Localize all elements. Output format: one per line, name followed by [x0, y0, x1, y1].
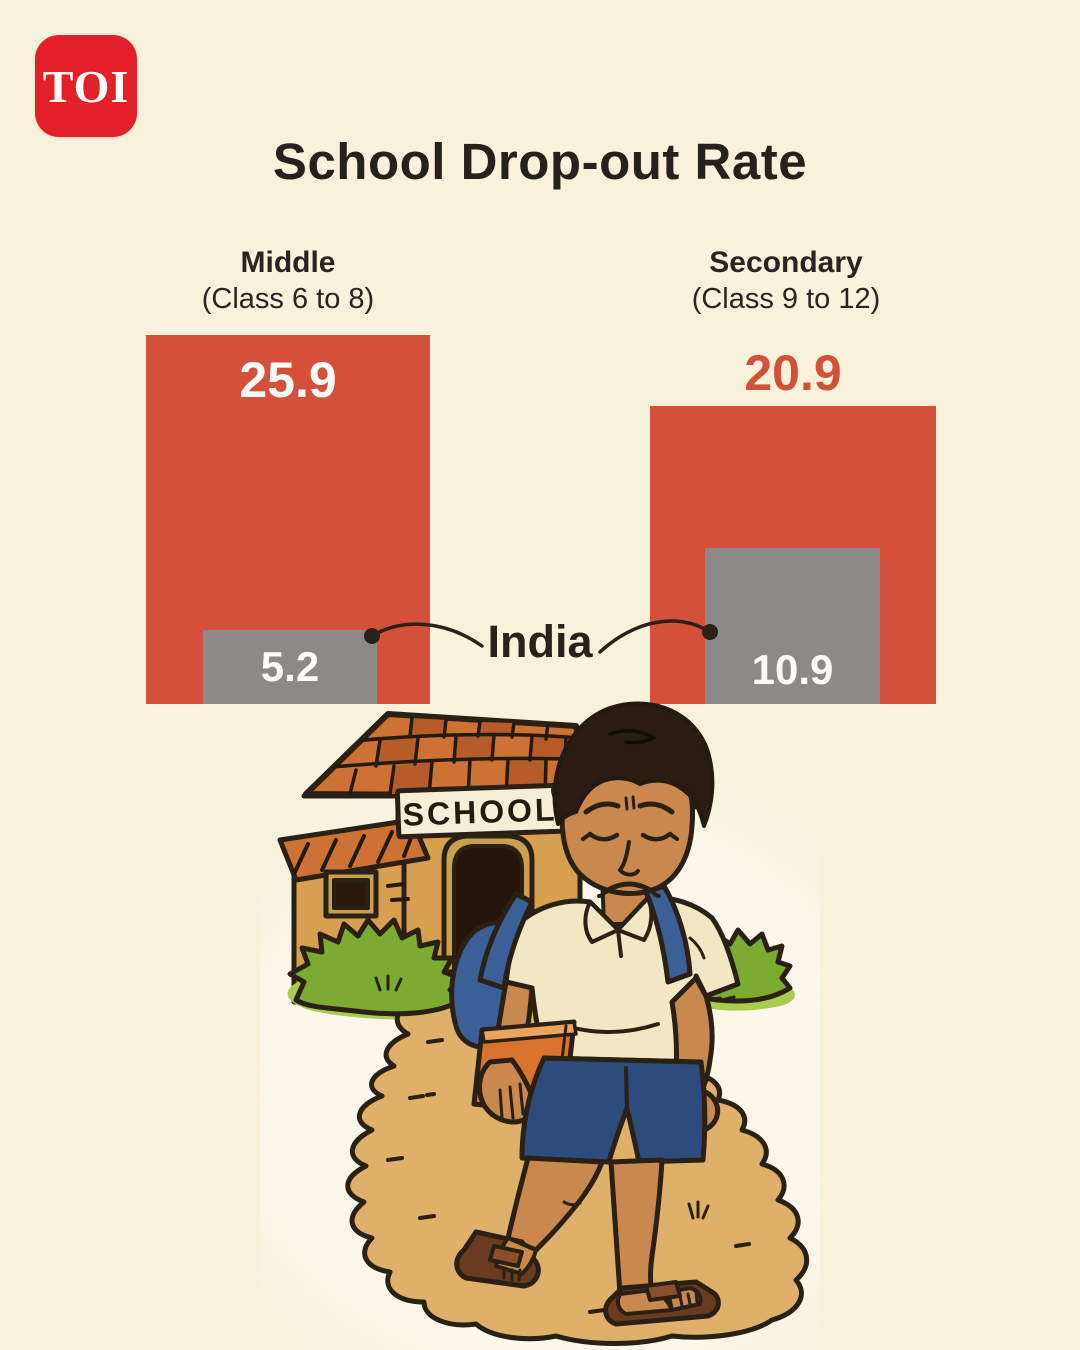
school-sign: SCHOOL — [394, 782, 566, 840]
collar-left — [583, 900, 620, 944]
sandal-front-strap — [488, 1244, 524, 1268]
roof-tiles — [318, 716, 590, 796]
school-sign-text: SCHOOL — [402, 791, 558, 832]
leg-front — [505, 1155, 605, 1253]
india-callout-label: India — [487, 616, 593, 667]
sad-student — [449, 701, 741, 1327]
bar-secondary-india: 10.9 — [705, 548, 880, 704]
book-pages — [480, 1020, 578, 1044]
school-dropout-illustration: SCHOOL — [260, 701, 820, 1350]
toi-logo: TOI — [35, 35, 137, 137]
leg-back — [608, 1157, 665, 1297]
value-middle-india: 5.2 — [260, 643, 320, 690]
face-features — [581, 795, 679, 898]
sandal-back-strap — [644, 1280, 682, 1302]
group-header-secondary: Secondary (Class 9 to 12) — [636, 246, 936, 316]
group-label-middle: Middle — [240, 246, 336, 279]
toi-logo-text: TOI — [42, 60, 130, 112]
student-shorts — [519, 1055, 708, 1165]
backpack-strap-right — [643, 883, 693, 985]
page-title: School Drop-out Rate — [272, 133, 808, 190]
bar-middle-india: 5.2 — [203, 630, 377, 704]
group-sublabel-secondary: (Class 9 to 12) — [691, 283, 881, 315]
value-secondary-india: 10.9 — [751, 646, 834, 693]
student-hair — [552, 701, 715, 828]
value-middle-total: 25.9 — [239, 352, 337, 408]
group-sublabel-middle: (Class 6 to 8) — [201, 283, 375, 315]
grass-tuft — [687, 1200, 710, 1220]
value-secondary-total: 20.9 — [744, 345, 842, 401]
backpack-strap-left — [477, 891, 535, 991]
group-label-secondary: Secondary — [709, 246, 863, 279]
group-header-middle: Middle (Class 6 to 8) — [138, 246, 438, 316]
wing-window — [332, 878, 370, 910]
